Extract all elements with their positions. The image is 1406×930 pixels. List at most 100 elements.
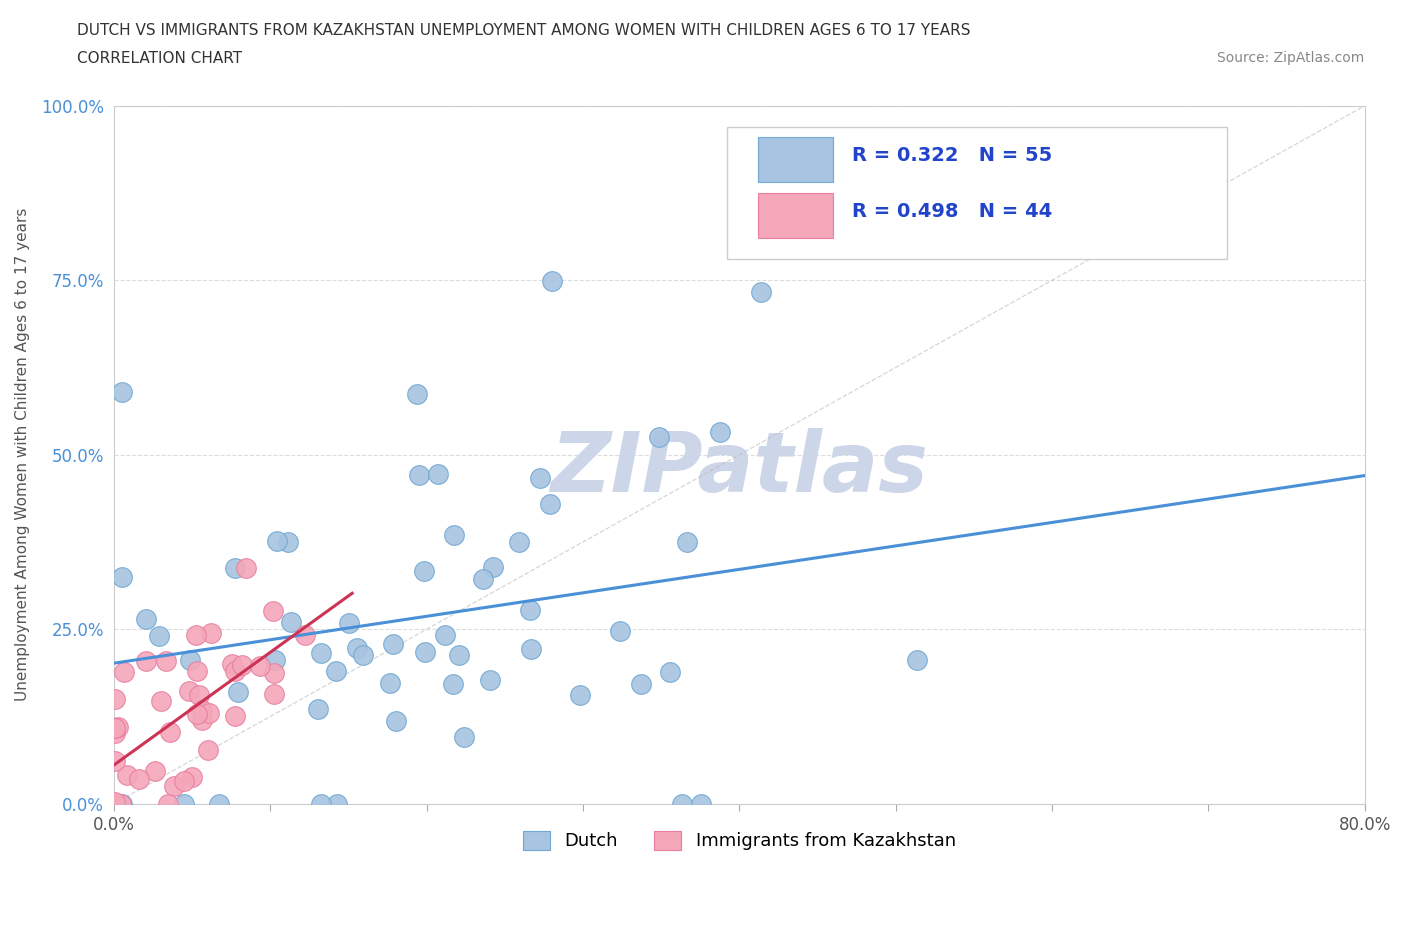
Point: [177, 684, 200, 698]
Point: [609, 623, 631, 638]
Point: [104, 721, 127, 736]
Point: [709, 424, 731, 439]
Point: [135, 612, 157, 627]
Point: [191, 703, 214, 718]
Point: [235, 561, 257, 576]
Point: [277, 535, 299, 550]
Point: [751, 285, 773, 299]
Point: [104, 796, 127, 811]
Point: [647, 430, 669, 445]
Point: [447, 648, 470, 663]
Point: [104, 725, 127, 740]
Point: [427, 467, 450, 482]
Point: [104, 796, 127, 811]
Point: [630, 677, 652, 692]
FancyBboxPatch shape: [758, 137, 834, 182]
Point: [385, 714, 408, 729]
Point: [143, 764, 166, 778]
Legend: Dutch, Immigrants from Kazakhstan: Dutch, Immigrants from Kazakhstan: [516, 824, 963, 857]
Point: [309, 796, 332, 811]
Point: [413, 644, 436, 659]
Point: [541, 273, 564, 288]
Point: [186, 707, 208, 722]
Point: [520, 642, 543, 657]
Point: [162, 778, 184, 793]
Point: [413, 564, 436, 578]
Point: [186, 628, 208, 643]
FancyBboxPatch shape: [727, 126, 1227, 259]
Point: [104, 794, 127, 809]
Point: [221, 657, 243, 671]
Point: [110, 796, 132, 811]
Point: [173, 774, 195, 789]
Point: [134, 654, 156, 669]
Y-axis label: Unemployment Among Women with Children Ages 6 to 17 years: Unemployment Among Women with Children A…: [15, 208, 30, 701]
Point: [104, 753, 127, 768]
Point: [441, 676, 464, 691]
Point: [675, 535, 697, 550]
Point: [508, 535, 530, 550]
Point: [224, 561, 246, 576]
Text: R = 0.322   N = 55: R = 0.322 N = 55: [852, 146, 1052, 166]
Point: [197, 743, 219, 758]
Point: [231, 658, 253, 673]
Text: DUTCH VS IMMIGRANTS FROM KAZAKHSTAN UNEMPLOYMENT AMONG WOMEN WITH CHILDREN AGES : DUTCH VS IMMIGRANTS FROM KAZAKHSTAN UNEM…: [77, 23, 970, 38]
Point: [280, 615, 302, 630]
Point: [112, 665, 135, 680]
Point: [346, 641, 368, 656]
Point: [481, 560, 503, 575]
Point: [224, 664, 246, 679]
Point: [226, 684, 249, 699]
Point: [186, 663, 208, 678]
Point: [471, 572, 494, 587]
Point: [325, 663, 347, 678]
Point: [382, 637, 405, 652]
Point: [479, 672, 502, 687]
Point: [311, 645, 333, 660]
Text: Source: ZipAtlas.com: Source: ZipAtlas.com: [1216, 51, 1364, 65]
Point: [406, 387, 429, 402]
Point: [671, 796, 693, 811]
Point: [538, 497, 561, 512]
Point: [111, 385, 134, 400]
Point: [263, 665, 285, 680]
Point: [104, 721, 127, 736]
Point: [434, 628, 457, 643]
Point: [378, 676, 401, 691]
Point: [111, 796, 134, 811]
Point: [408, 468, 430, 483]
Point: [907, 653, 929, 668]
Text: ZIPatlas: ZIPatlas: [550, 428, 928, 510]
Point: [690, 796, 713, 811]
Point: [266, 534, 288, 549]
Point: [104, 796, 127, 811]
Point: [198, 706, 221, 721]
Point: [208, 796, 231, 811]
Point: [659, 665, 682, 680]
Point: [104, 796, 127, 811]
Point: [308, 701, 330, 716]
Point: [104, 691, 127, 706]
Point: [200, 625, 222, 640]
Point: [264, 653, 287, 668]
FancyBboxPatch shape: [758, 193, 834, 238]
Point: [187, 687, 209, 702]
Text: R = 0.498   N = 44: R = 0.498 N = 44: [852, 203, 1052, 221]
Point: [107, 720, 129, 735]
Point: [262, 604, 284, 618]
Point: [263, 686, 285, 701]
Point: [111, 570, 134, 585]
Point: [519, 603, 541, 618]
Point: [326, 796, 349, 811]
Point: [128, 772, 150, 787]
Point: [294, 627, 316, 642]
Point: [148, 629, 170, 644]
Point: [159, 724, 181, 739]
Point: [179, 652, 201, 667]
Point: [157, 796, 180, 811]
Point: [443, 528, 465, 543]
Point: [150, 693, 173, 708]
Point: [180, 770, 202, 785]
Point: [155, 654, 177, 669]
Point: [529, 471, 551, 485]
